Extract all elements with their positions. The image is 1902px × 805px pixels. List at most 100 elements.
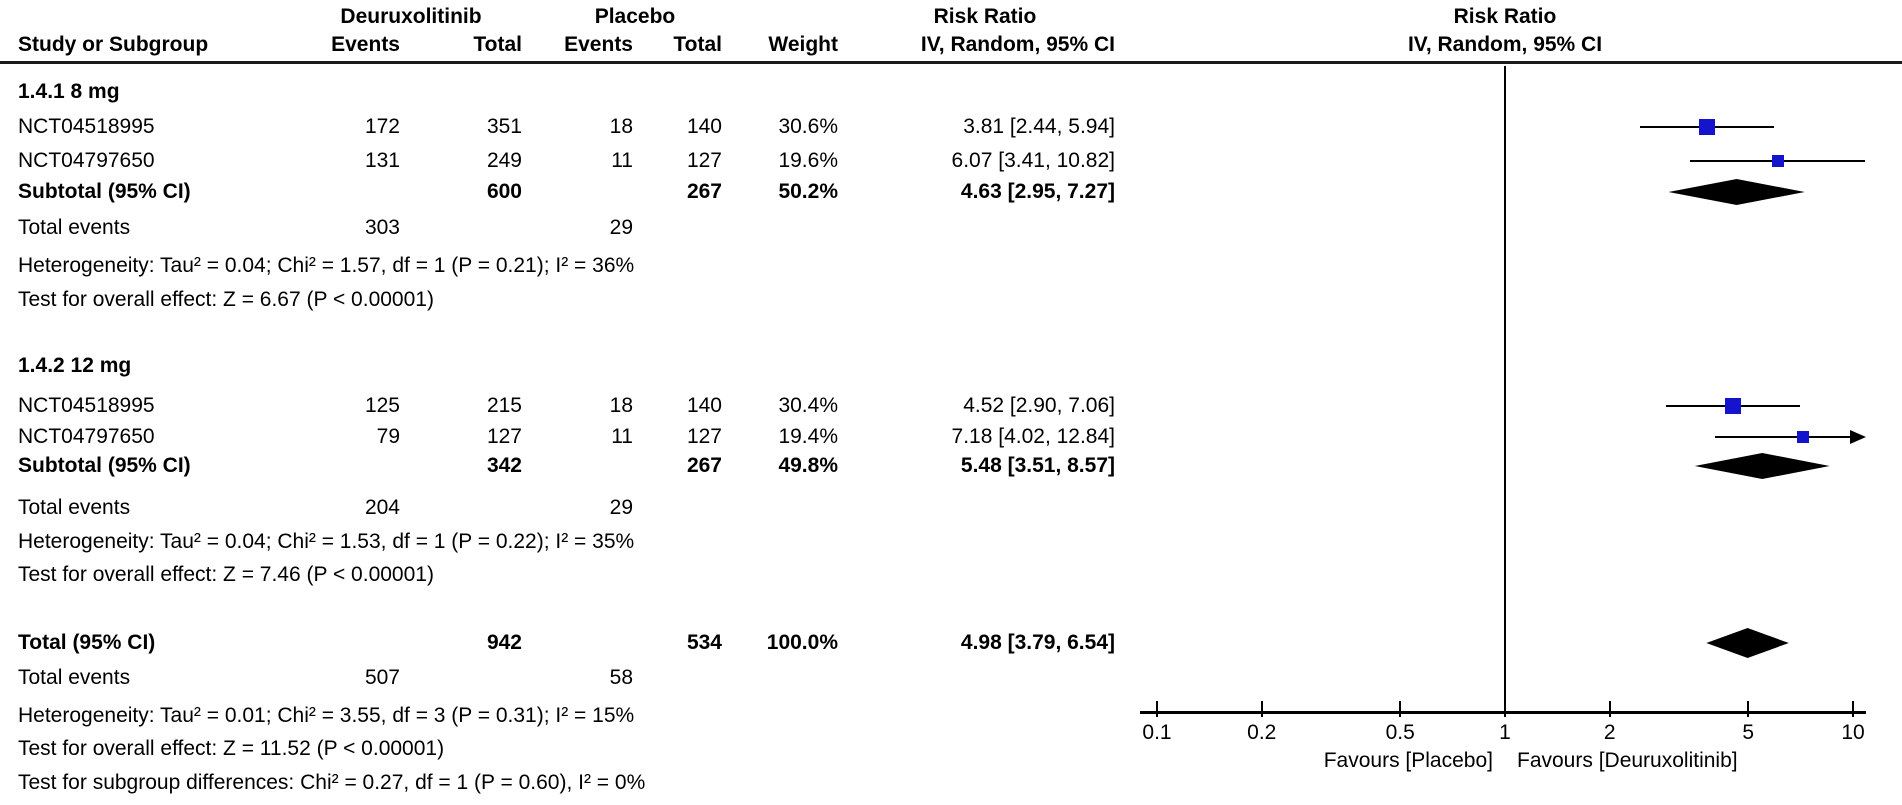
total-events-exp: 507 xyxy=(364,666,400,689)
ci-cell: 4.98 [3.79, 6.54] xyxy=(960,631,1115,654)
axis-tick xyxy=(1260,701,1263,717)
total-exp-cell: 942 xyxy=(486,631,522,654)
overall-effect-row: Test for overall effect: Z = 6.67 (P < 0… xyxy=(0,285,1902,315)
favours-right-label: Favours [Deuruxolitinib] xyxy=(1517,749,1738,772)
subgroup-differences-row: Test for subgroup differences: Chi² = 0.… xyxy=(0,768,1902,798)
ci-cell: 5.48 [3.51, 8.57] xyxy=(960,454,1115,477)
events-ctrl-cell: 18 xyxy=(609,115,633,138)
total-ctrl-cell: 127 xyxy=(686,425,722,448)
events-ctrl-cell: 11 xyxy=(611,149,633,172)
heterogeneity-row: Heterogeneity: Tau² = 0.04; Chi² = 1.53,… xyxy=(0,527,1902,557)
ci-cell: 6.07 [3.41, 10.82] xyxy=(951,149,1115,172)
events-exp-cell: 79 xyxy=(376,425,400,448)
axis-tick xyxy=(1852,701,1854,717)
events-exp-header: Events xyxy=(331,33,400,56)
ci-cell: 7.18 [4.02, 12.84] xyxy=(951,425,1115,448)
subtotal-label: Subtotal (95% CI) xyxy=(18,180,191,203)
total-events-label: Total events xyxy=(18,666,131,689)
total-events-label: Total events xyxy=(18,216,131,239)
overall-effect-text: Test for overall effect: Z = 6.67 (P < 0… xyxy=(18,288,434,311)
axis-tick-label: 10 xyxy=(1841,721,1865,744)
events-ctrl-cell: 11 xyxy=(611,425,633,448)
study-id: NCT04797650 xyxy=(18,425,155,448)
overall-effect-text: Test for overall effect: Z = 7.46 (P < 0… xyxy=(18,563,434,586)
total-exp-cell: 351 xyxy=(486,115,522,138)
events-exp-cell: 131 xyxy=(364,149,400,172)
x-axis-line xyxy=(1140,711,1866,714)
overall-effect-text: Test for overall effect: Z = 11.52 (P < … xyxy=(18,737,445,760)
table-row: NCT04518995 172 351 18 140 30.6% 3.81 [2… xyxy=(0,112,1902,142)
study-id: NCT04518995 xyxy=(18,394,155,417)
weight-cell: 30.4% xyxy=(778,394,838,417)
weight-cell: 50.2% xyxy=(778,180,838,203)
axis-tick-label: 0.5 xyxy=(1385,721,1415,744)
total-exp-cell: 249 xyxy=(486,149,522,172)
subgroup-title: 1.4.2 12 mg xyxy=(0,351,1902,381)
heterogeneity-row: Heterogeneity: Tau² = 0.04; Chi² = 1.57,… xyxy=(0,251,1902,281)
experimental-group-label: Deuruxolitinib xyxy=(340,5,482,28)
axis-tick-label: 0.2 xyxy=(1247,721,1277,744)
axis-tick xyxy=(1608,701,1611,717)
method-plot-header: IV, Random, 95% CI xyxy=(1407,33,1603,56)
total-exp-cell: 600 xyxy=(486,180,522,203)
axis-tick xyxy=(1399,701,1402,717)
ci-line xyxy=(1715,436,1850,438)
weight-cell: 19.4% xyxy=(778,425,838,448)
weight-cell: 19.6% xyxy=(778,149,838,172)
events-exp-cell: 125 xyxy=(364,394,400,417)
column-header-row: Study or Subgroup Events Total Events To… xyxy=(0,30,1902,60)
total-events-label: Total events xyxy=(18,496,131,519)
effect-square xyxy=(1699,119,1716,135)
axis-tick xyxy=(1504,701,1506,717)
table-row: NCT04518995 125 215 18 140 30.4% 4.52 [2… xyxy=(0,391,1902,421)
method-header: IV, Random, 95% CI xyxy=(920,33,1115,56)
weight-cell: 30.6% xyxy=(778,115,838,138)
risk-ratio-column-title: Risk Ratio xyxy=(933,5,1037,28)
favours-left-label: Favours [Placebo] xyxy=(1323,749,1493,772)
total-ctrl-cell: 267 xyxy=(686,180,722,203)
weight-cell: 100.0% xyxy=(766,631,838,654)
total-row: Total (95% CI) 942 534 100.0% 4.98 [3.79… xyxy=(0,628,1902,658)
total-events-exp: 303 xyxy=(364,216,400,239)
total-events-row: Total events 303 29 xyxy=(0,213,1902,243)
axis-tick-label: 1 xyxy=(1499,721,1511,744)
subtotal-label: Subtotal (95% CI) xyxy=(18,454,191,477)
subtotal-diamond xyxy=(1668,179,1805,205)
weight-cell: 49.8% xyxy=(778,454,838,477)
subtotal-row: Subtotal (95% CI) 342 267 49.8% 5.48 [3.… xyxy=(0,451,1902,481)
events-ctrl-cell: 18 xyxy=(609,394,633,417)
total-exp-cell: 127 xyxy=(486,425,522,448)
subgroup-label: 1.4.1 8 mg xyxy=(18,80,120,103)
ci-cell: 4.52 [2.90, 7.06] xyxy=(963,394,1115,417)
effect-square xyxy=(1771,155,1784,167)
events-exp-cell: 172 xyxy=(364,115,400,138)
heterogeneity-text: Heterogeneity: Tau² = 0.04; Chi² = 1.57,… xyxy=(18,254,635,277)
effect-square xyxy=(1796,431,1809,443)
heterogeneity-text: Heterogeneity: Tau² = 0.04; Chi² = 1.53,… xyxy=(18,530,635,553)
axis-tick-label: 2 xyxy=(1603,721,1616,744)
total-events-ctrl: 29 xyxy=(609,216,633,239)
total-diamond xyxy=(1706,628,1789,658)
total-ctrl-cell: 140 xyxy=(686,115,722,138)
header-rule xyxy=(0,61,1902,64)
overall-effect-row: Test for overall effect: Z = 7.46 (P < 0… xyxy=(0,560,1902,590)
total-exp-cell: 215 xyxy=(486,394,522,417)
table-row: NCT04797650 131 249 11 127 19.6% 6.07 [3… xyxy=(0,146,1902,176)
effect-square xyxy=(1724,398,1741,414)
subtotal-diamond xyxy=(1694,453,1830,479)
control-group-label: Placebo xyxy=(594,5,676,28)
axis-tick-label: 0.1 xyxy=(1142,721,1172,744)
total-ctrl-cell: 534 xyxy=(686,631,722,654)
subtotal-row: Subtotal (95% CI) 600 267 50.2% 4.63 [2.… xyxy=(0,177,1902,207)
study-id: NCT04797650 xyxy=(18,149,155,172)
ci-cell: 4.63 [2.95, 7.27] xyxy=(960,180,1115,203)
total-ctrl-cell: 267 xyxy=(686,454,722,477)
total-ctrl-cell: 140 xyxy=(686,394,722,417)
total-events-exp: 204 xyxy=(364,496,400,519)
subgroup-title: 1.4.1 8 mg xyxy=(0,77,1902,107)
study-id: NCT04518995 xyxy=(18,115,155,138)
total-exp-header: Total xyxy=(473,33,522,56)
axis-tick xyxy=(1747,701,1750,717)
total-events-row: Total events 204 29 xyxy=(0,493,1902,523)
group-header-row: Deuruxolitinib Placebo Risk Ratio Risk R… xyxy=(0,2,1902,32)
